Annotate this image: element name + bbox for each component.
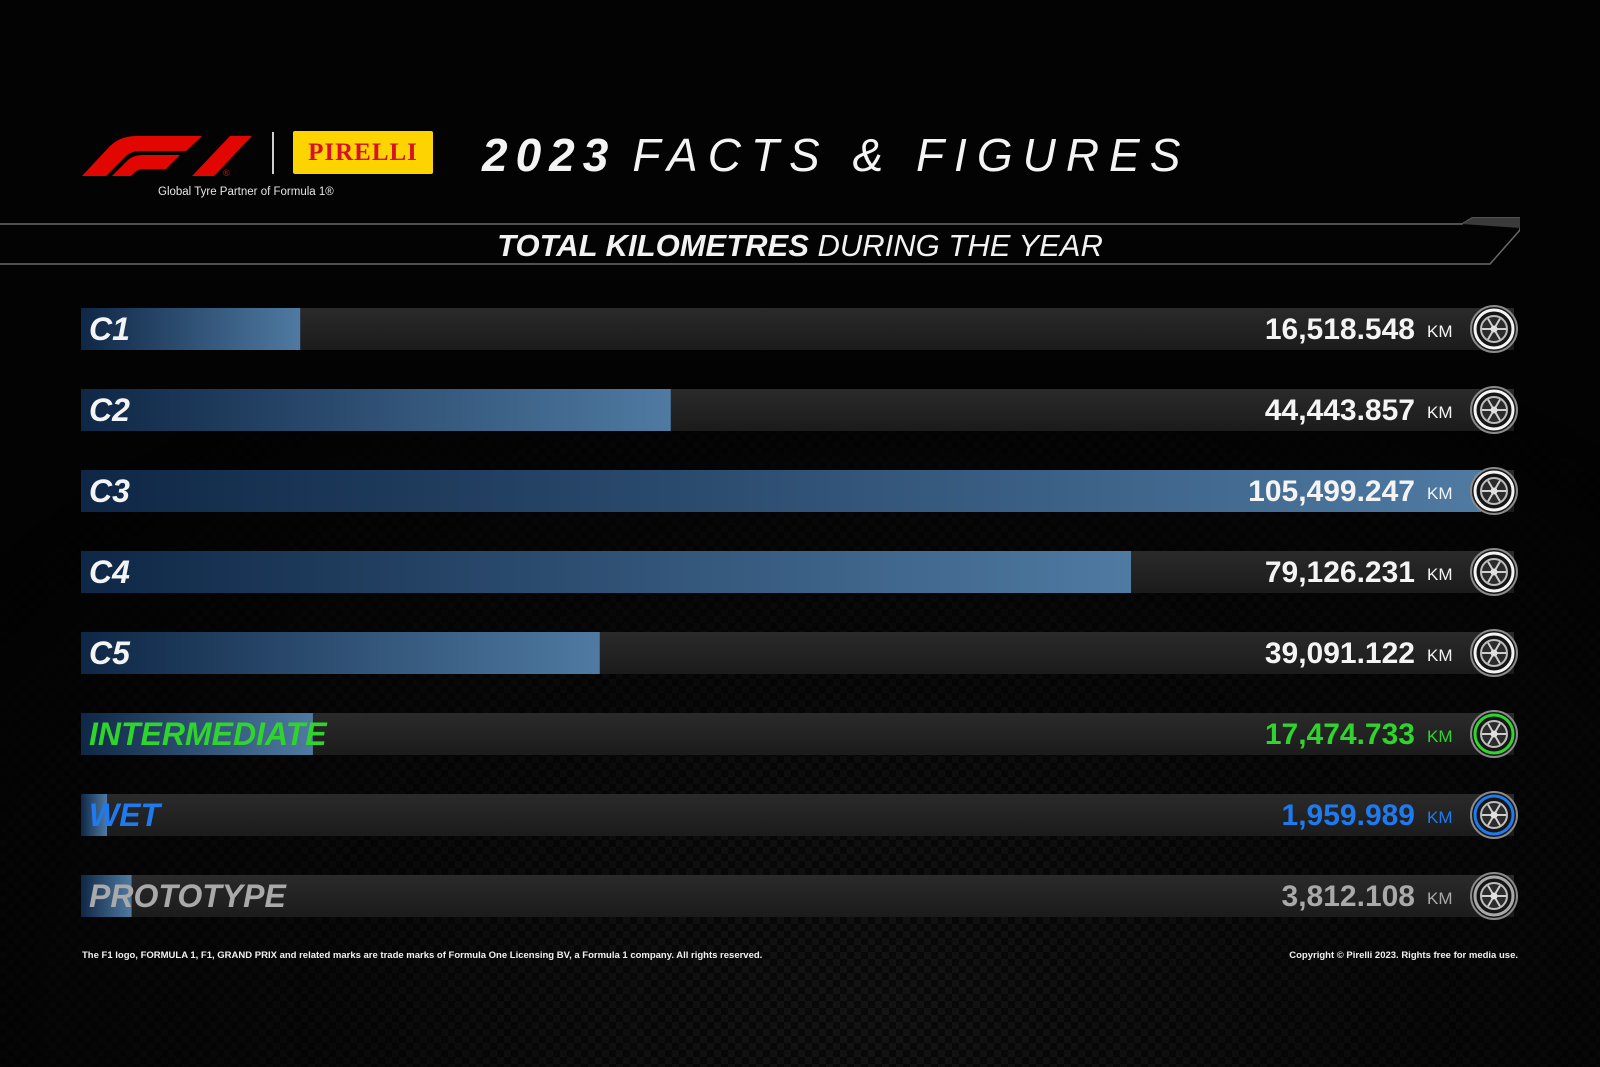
trademark-notice: The F1 logo, FORMULA 1, F1, GRAND PRIX a… — [82, 950, 763, 961]
tyre-icon — [1470, 467, 1518, 515]
category-label: C2 — [89, 392, 130, 428]
value-label: 44,443.857 — [1265, 394, 1415, 427]
value-label: 3,812.108 — [1282, 880, 1415, 913]
bar-row-c5: C5 39,091.122 KM — [81, 629, 1518, 677]
bar-track — [81, 875, 1514, 917]
pirelli-logo: PIRELLI — [293, 131, 433, 174]
bar-c2 — [81, 389, 671, 431]
subtitle-rest: DURING THE YEAR — [817, 228, 1103, 263]
bar-c5 — [81, 632, 600, 674]
bar-row-intermediate: INTERMEDIATE 17,474.733 KM — [81, 710, 1518, 758]
unit-label: KM — [1427, 889, 1453, 908]
f1-logo: ® — [82, 136, 252, 178]
value-label: 39,091.122 — [1265, 637, 1415, 670]
tyre-icon — [1470, 629, 1518, 677]
svg-text:®: ® — [223, 168, 230, 178]
unit-label: KM — [1427, 808, 1453, 827]
tyre-icon — [1470, 386, 1518, 434]
unit-label: KM — [1427, 322, 1453, 341]
bar-track — [81, 713, 1514, 755]
title-rest: FACTS & FIGURES — [632, 129, 1191, 181]
unit-label: KM — [1427, 565, 1453, 584]
bar-wet — [81, 794, 108, 836]
bar-c4 — [81, 551, 1132, 593]
partner-caption: Global Tyre Partner of Formula 1® — [158, 186, 334, 198]
page-title: 2023 FACTS & FIGURES — [482, 128, 1190, 182]
bar-row-prototype: PROTOTYPE 3,812.108 KM — [81, 872, 1518, 920]
category-label: PROTOTYPE — [89, 878, 287, 914]
value-label: 105,499.247 — [1248, 475, 1415, 508]
tyre-icon — [1470, 710, 1518, 758]
bar-track — [81, 308, 1514, 350]
chart-subtitle: TOTAL KILOMETRES DURING THE YEAR — [0, 228, 1600, 264]
header: ® PIRELLI Global Tyre Partner of Formula… — [82, 128, 1382, 208]
value-label: 1,959.989 — [1282, 799, 1415, 832]
unit-label: KM — [1427, 646, 1453, 665]
bar-intermediate — [81, 713, 313, 755]
value-label: 16,518.548 — [1265, 313, 1415, 346]
category-label: C1 — [89, 311, 130, 347]
bar-prototype — [81, 875, 132, 917]
tyre-icon — [1470, 305, 1518, 353]
category-label: C4 — [89, 554, 130, 590]
value-label: 79,126.231 — [1265, 556, 1415, 589]
bar-c1 — [81, 308, 301, 350]
bar-row-c1: C1 16,518.548 KM — [81, 305, 1518, 353]
logo-divider — [272, 132, 274, 174]
category-label: WET — [89, 797, 163, 833]
subtitle-band — [0, 217, 1520, 265]
pirelli-wordmark: PIRELLI — [308, 138, 418, 166]
copyright-notice: Copyright © Pirelli 2023. Rights free fo… — [1289, 950, 1518, 961]
tyre-icon — [1470, 872, 1518, 920]
category-label: C5 — [89, 635, 131, 671]
title-year: 2023 — [482, 129, 617, 181]
unit-label: KM — [1427, 403, 1453, 422]
unit-label: KM — [1427, 727, 1453, 746]
bar-track — [81, 794, 1514, 836]
bar-row-wet: WET 1,959.989 KM — [81, 791, 1518, 839]
bar-c3 — [81, 470, 1481, 512]
unit-label: KM — [1427, 484, 1453, 503]
bar-row-c3: C3 105,499.247 KM — [81, 467, 1518, 515]
value-label: 17,474.733 — [1265, 718, 1415, 751]
category-label: INTERMEDIATE — [89, 716, 328, 752]
tyre-icon — [1470, 791, 1518, 839]
bar-row-c4: C4 79,126.231 KM — [81, 548, 1518, 596]
category-label: C3 — [89, 473, 130, 509]
bar-row-c2: C2 44,443.857 KM — [81, 386, 1518, 434]
tyre-icon — [1470, 548, 1518, 596]
subtitle-strong: TOTAL KILOMETRES — [497, 228, 809, 263]
